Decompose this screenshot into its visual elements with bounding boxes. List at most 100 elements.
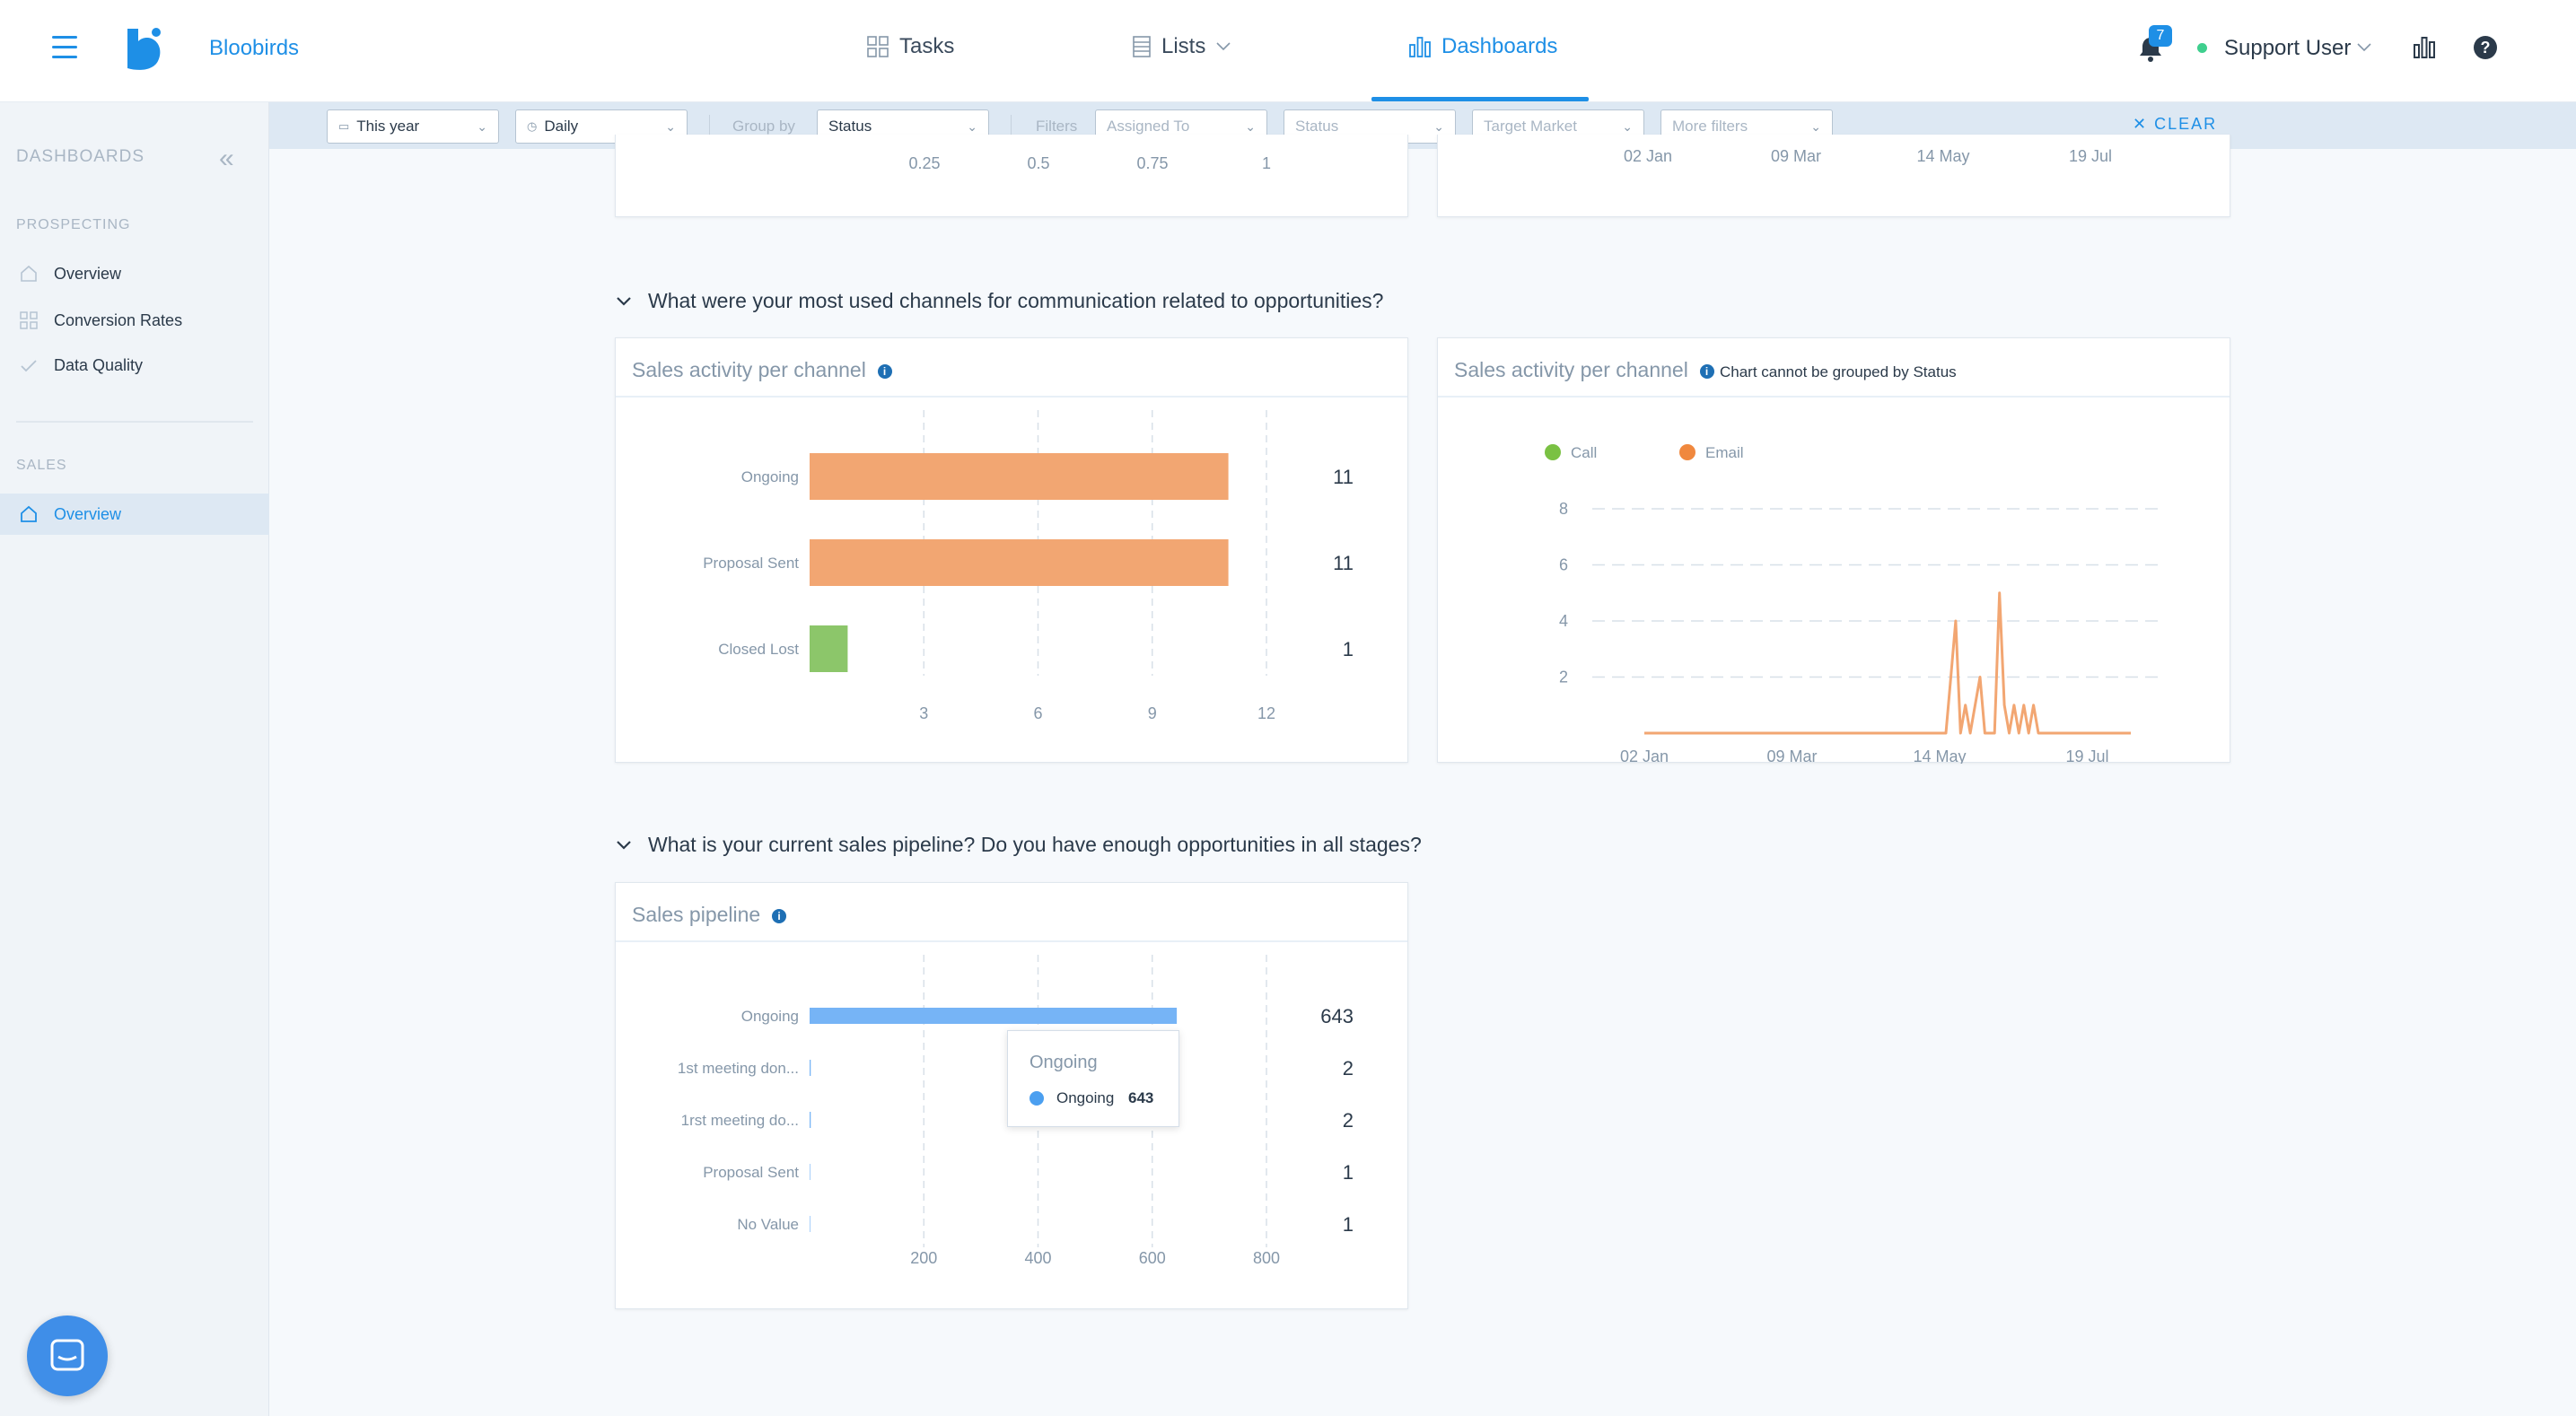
sidebar-item-sales-overview[interactable]: Overview (0, 494, 269, 535)
tick-label: 09 Mar (1766, 747, 1817, 764)
top-navigation-bar: Bloobirds Tasks Lists Dashboards (0, 0, 2576, 102)
brand-name[interactable]: Bloobirds (209, 36, 300, 60)
pipeline-bar-chart: 200 400 600 800 Ongoing 643 1st meeting don...… (678, 955, 1354, 1267)
nav-tasks[interactable]: Tasks (867, 34, 954, 59)
tick-label: 6 (1559, 556, 1568, 574)
bar (810, 453, 1229, 500)
info-icon[interactable]: i (772, 908, 786, 923)
chevron-down-icon: ⌄ (1433, 118, 1444, 134)
tooltip-series-name: Ongoing (1056, 1089, 1115, 1106)
chart-tooltip: Ongoing Ongoing 643 (1007, 1030, 1179, 1127)
sidebar-item-label: Conversion Rates (54, 310, 183, 329)
category-label: Proposal Sent (703, 1164, 799, 1181)
panel-header: Sales pipeline i (616, 883, 1407, 942)
date-range-value: This year (356, 118, 420, 135)
chevron-down-icon (617, 296, 631, 306)
sidebar-item-label: Overview (54, 264, 122, 283)
section-question-pipeline[interactable]: What is your current sales pipeline? Do … (616, 833, 1422, 857)
tooltip-series-dot (1030, 1091, 1044, 1106)
tick-label: 0.5 (1027, 154, 1049, 172)
help-icon[interactable]: ? (2474, 36, 2497, 59)
panel-title: Sales activity per channel i (632, 358, 892, 382)
tick-label: 02 Jan (1620, 747, 1669, 764)
tick-label: 12 (1257, 704, 1275, 722)
panel-title: Sales pipeline i (632, 903, 786, 927)
tick-label: 2 (1559, 669, 1568, 686)
partial-chart-left: 0.25 0.5 0.75 1 (908, 154, 1271, 172)
category-label: Ongoing (741, 1008, 799, 1025)
tick-label: 09 Mar (1771, 147, 1821, 165)
panel-title-text: Sales activity per channel (632, 358, 866, 381)
more-filters-placeholder: More filters (1672, 118, 1748, 135)
sidebar-title: DASHBOARDS (16, 147, 145, 166)
sidebar-item-prospecting-overview[interactable]: Overview (0, 253, 269, 294)
group-by-label: Group by (732, 118, 795, 135)
value-label: 1 (1343, 1161, 1354, 1184)
tick-label: 19 Jul (2069, 147, 2112, 165)
clear-filters-button[interactable]: ✕ CLEAR (2133, 115, 2217, 134)
tick-label: 14 May (1913, 747, 1966, 764)
close-icon: ✕ (2133, 115, 2149, 133)
chevron-down-icon: ⌄ (665, 118, 676, 134)
tick-label: 400 (1024, 1249, 1051, 1267)
nav-dashboards[interactable]: Dashboards (1409, 34, 1557, 59)
panel-title: Sales activity per channel i Chart canno… (1454, 358, 1957, 382)
dashboards-icon (1409, 37, 1431, 57)
legend-dot (1545, 444, 1561, 460)
value-label: 643 (1320, 1005, 1354, 1027)
filter-separator (1011, 115, 1012, 138)
info-icon[interactable]: i (1699, 363, 1714, 379)
bar (810, 539, 1229, 586)
section-question-channels[interactable]: What were your most used channels for co… (616, 289, 1383, 313)
value-label: 2 (1343, 1109, 1354, 1132)
bloobirds-logo[interactable] (124, 25, 163, 72)
nav-lists-label: Lists (1161, 34, 1206, 58)
filters-label: Filters (1036, 118, 1078, 135)
bar (810, 625, 848, 672)
tick-label: 600 (1139, 1249, 1166, 1267)
tooltip-title: Ongoing (1030, 1053, 1098, 1072)
calendar-icon: ▭ (338, 119, 350, 133)
panel-header: Sales activity per channel i (616, 338, 1407, 398)
online-status-dot (2197, 43, 2207, 53)
chat-support-button[interactable] (27, 1315, 108, 1396)
tick-label: 0.75 (1136, 154, 1168, 172)
notification-badge: 7 (2149, 25, 2172, 47)
user-menu[interactable]: Support User (2224, 36, 2352, 60)
date-range-select[interactable]: ▭ This year ⌄ (327, 109, 499, 144)
active-tab-indicator (1371, 97, 1589, 101)
chevron-down-icon: ⌄ (1245, 118, 1256, 134)
chevron-down-icon[interactable] (2357, 43, 2371, 52)
tasks-icon (867, 36, 889, 57)
tick-label: 4 (1559, 612, 1568, 630)
line-chart-panel-channels: Sales activity per channel i Chart canno… (1437, 337, 2230, 764)
legend-label: Email (1705, 444, 1744, 461)
check-icon (21, 360, 37, 372)
channel-line-chart: Call Email 8 6 4 2 02 Jan 09 Mar 14 May 19 Jul (1545, 444, 2160, 764)
tick-label: 0.25 (908, 154, 940, 172)
category-label: Proposal Sent (703, 555, 799, 572)
bar-chart-icon[interactable] (2413, 36, 2436, 59)
sidebar-item-conversion-rates[interactable]: Conversion Rates (0, 300, 269, 341)
nav-lists[interactable]: Lists (1133, 34, 1231, 59)
tick-label: 1 (1262, 154, 1271, 172)
info-icon[interactable]: i (877, 363, 892, 379)
category-label: 1rst meeting do... (681, 1112, 799, 1129)
partial-chart-right: 02 Jan 09 Mar 14 May 19 Jul (1624, 147, 2112, 165)
value-label: 2 (1343, 1057, 1354, 1079)
section-question-text: What were your most used channels for co… (648, 289, 1384, 312)
home-icon (21, 505, 37, 522)
sidebar-item-data-quality[interactable]: Data Quality (0, 345, 269, 386)
tick-label: 200 (910, 1249, 937, 1267)
menu-icon[interactable] (52, 36, 77, 59)
tick-label: 3 (919, 704, 928, 722)
chevron-down-icon: ⌄ (1622, 118, 1633, 134)
value-label: 1 (1343, 638, 1354, 660)
tick-label: 14 May (1916, 147, 1969, 165)
series-line-email (1644, 591, 2131, 735)
value-label: 11 (1333, 552, 1354, 574)
nav-dashboards-label: Dashboards (1441, 34, 1558, 58)
granularity-value: Daily (544, 118, 579, 135)
grid-icon (20, 311, 38, 329)
collapse-sidebar-icon[interactable]: « (219, 144, 234, 173)
